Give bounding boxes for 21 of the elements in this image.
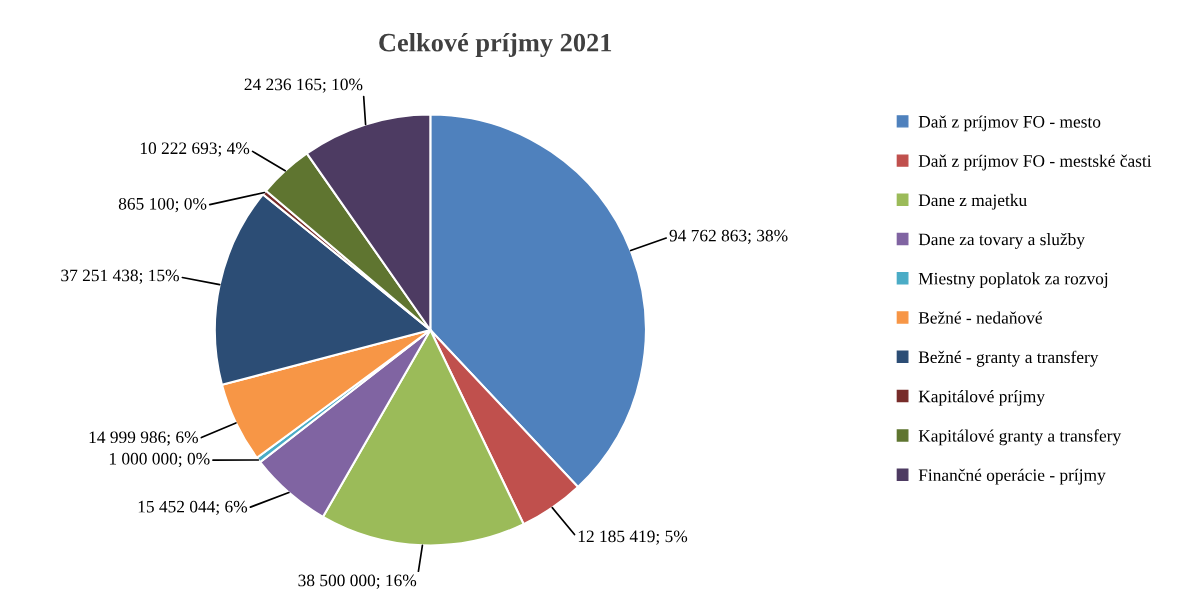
legend-label: Miestny poplatok za rozvoj — [918, 272, 1108, 289]
legend-label: Dane za tovary a služby — [918, 233, 1085, 249]
data-label: 10 222 693; 4% — [140, 142, 250, 157]
legend-label: Dane z majetku — [918, 193, 1027, 210]
legend-label: Daň z príjmov FO - mesto — [918, 115, 1101, 132]
legend-label: Finančné operácie - príjmy — [918, 468, 1106, 485]
data-label: 12 185 419; 5% — [578, 530, 688, 545]
data-label: 24 236 165; 10% — [244, 78, 363, 93]
legend-label: Kapitálové granty a transfery — [918, 429, 1122, 446]
data-label: 865 100; 0% — [118, 197, 207, 213]
data-label: 1 000 000; 0% — [109, 452, 210, 468]
legend-label: Kapitálové príjmy — [918, 390, 1045, 406]
data-label: 37 251 438; 15% — [61, 269, 179, 284]
legend-label: Daň z príjmov FO - mestské časti — [918, 154, 1152, 171]
data-label: 38 500 000; 16% — [298, 574, 417, 589]
data-label: 15 452 044; 6% — [138, 500, 248, 515]
data-label: 94 762 863; 38% — [669, 229, 788, 244]
legend-label: Bežné - nedaňové — [918, 311, 1042, 324]
chart-title: Celkové príjmy 2021 — [379, 32, 612, 58]
legend-label: Bežné - granty a transfery — [918, 350, 1099, 367]
data-label: 14 999 986; 6% — [89, 431, 198, 446]
